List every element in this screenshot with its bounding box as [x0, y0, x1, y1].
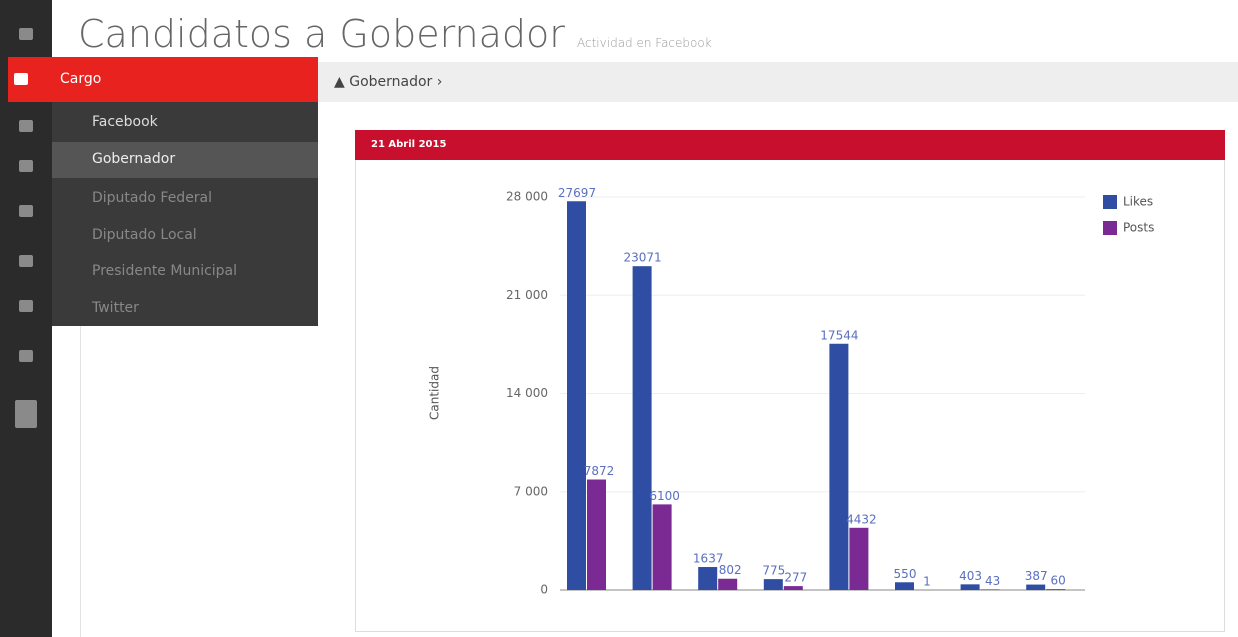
- y-tick-label: 0: [540, 583, 548, 597]
- bar: [632, 266, 652, 590]
- y-axis-label: Cantidad: [428, 366, 442, 420]
- menu-label: Cargo: [60, 71, 102, 87]
- data-label: 387: [1025, 569, 1048, 583]
- menu-item[interactable]: Facebook: [92, 114, 158, 130]
- data-label: 4432: [846, 512, 877, 526]
- data-label: 7872: [584, 464, 615, 478]
- bar: [1026, 584, 1046, 590]
- icon[interactable]: [15, 400, 37, 428]
- bar: [895, 582, 914, 590]
- sidebar: [0, 0, 52, 637]
- data-label: 17544: [820, 328, 858, 342]
- y-tick-label: 7 000: [514, 484, 548, 498]
- data-label: 403: [959, 569, 982, 583]
- data-label: 1637: [693, 552, 724, 566]
- data-label: 550: [894, 567, 917, 581]
- bar: [783, 586, 803, 590]
- subtitle: Actividad en Facebook: [577, 36, 712, 50]
- data-label: 43: [985, 574, 1000, 588]
- data-label: 277: [784, 571, 807, 585]
- data-label: 23071: [624, 251, 662, 265]
- bar: [980, 589, 1000, 590]
- menu-item[interactable]: Presidente Municipal: [92, 263, 238, 279]
- menu-item[interactable]: Diputado Federal: [92, 190, 213, 206]
- legend-label: Posts: [1123, 221, 1154, 235]
- icon[interactable]: [19, 160, 33, 172]
- bar: [829, 343, 849, 590]
- bar: [587, 479, 606, 590]
- page-title: Candidatos a Gobernador Actividad en Fac…: [78, 12, 712, 56]
- icon[interactable]: [19, 255, 33, 267]
- bar: [567, 201, 586, 591]
- dropdown: Facebook Gobernador Diputado Federal Dip…: [52, 102, 318, 326]
- content-area: [80, 102, 1238, 637]
- menu-item[interactable]: Gobernador: [92, 151, 176, 167]
- icon[interactable]: [19, 205, 33, 217]
- legend-label: Likes: [1123, 195, 1153, 209]
- menu-item[interactable]: Twitter: [92, 300, 139, 316]
- icon[interactable]: [19, 350, 33, 362]
- data-label: 1: [923, 574, 931, 588]
- data-label: 6100: [649, 489, 680, 503]
- legend-swatch: [1103, 195, 1117, 209]
- bar: [960, 584, 980, 590]
- icon[interactable]: [19, 120, 33, 132]
- icon[interactable]: [19, 300, 33, 312]
- breadcrumb: ▲ Gobernador ›: [318, 62, 1238, 102]
- icon[interactable]: [19, 28, 33, 40]
- data-label: 802: [719, 563, 742, 577]
- y-tick-label: 28 000: [506, 190, 548, 204]
- y-tick-label: 14 000: [506, 386, 548, 400]
- data-label: 775: [762, 564, 785, 578]
- bar: [1046, 589, 1066, 590]
- chart: 0 7 000 14 000 21 000 28 000 Cantidad 27697 230…: [428, 186, 1155, 597]
- legend-swatch: [1103, 221, 1117, 235]
- menu-item[interactable]: Diputado Local: [92, 227, 197, 243]
- bar: [652, 504, 672, 590]
- bar: [698, 567, 718, 590]
- title-text: Candidatos a Gobernador: [78, 12, 565, 56]
- panel-title: 21 Abril 2015: [371, 139, 447, 150]
- menu-active[interactable]: Cargo: [8, 57, 318, 102]
- panel-header: 21 Abril 2015: [355, 130, 1225, 160]
- data-label: 60: [1051, 574, 1066, 588]
- data-label: 27697: [558, 186, 596, 200]
- bar: [763, 579, 783, 590]
- y-tick-label: 21 000: [506, 288, 548, 302]
- bar: [849, 527, 869, 590]
- bar: [718, 578, 738, 590]
- breadcrumb-text[interactable]: Gobernador: [349, 74, 433, 90]
